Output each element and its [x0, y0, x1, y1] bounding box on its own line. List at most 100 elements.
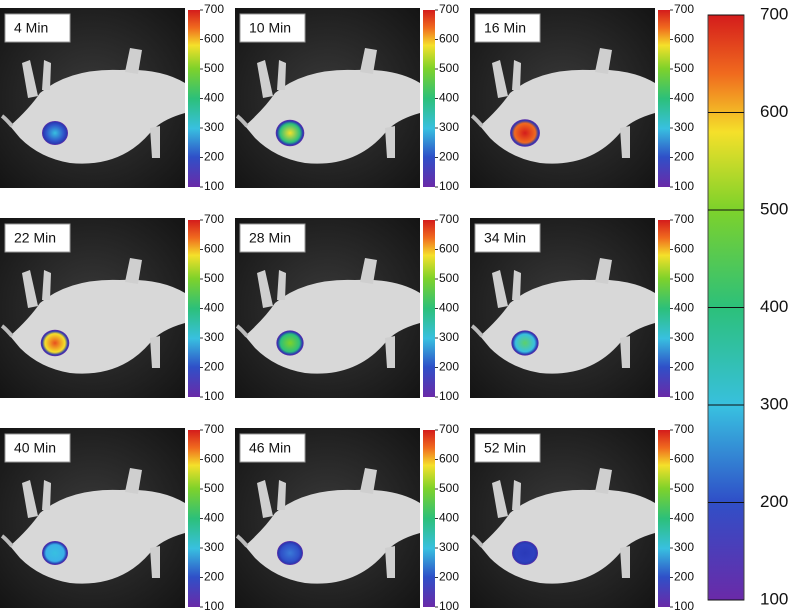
panel-label: 52 Min [484, 440, 526, 456]
colorbar-tick-label: 200 [204, 570, 224, 584]
panel-label: 22 Min [14, 230, 56, 246]
signal [42, 541, 68, 565]
colorbar [423, 10, 435, 187]
colorbar [188, 10, 200, 187]
signal [275, 119, 305, 147]
colorbar [188, 430, 200, 607]
colorbar-tick-label: 600 [674, 32, 694, 46]
large-colorbar-tick-label: 500 [760, 199, 788, 218]
panel-label: 4 Min [14, 20, 48, 36]
colorbar-tick-label: 200 [674, 570, 694, 584]
colorbar-tick-label: 100 [674, 179, 694, 193]
large-colorbar-tick-label: 700 [760, 4, 788, 23]
label-box [474, 13, 541, 43]
mouse-leg [360, 258, 395, 368]
colorbar-tick-label: 200 [439, 360, 459, 374]
label-box [4, 13, 71, 43]
large-colorbar-tick-label: 200 [760, 492, 788, 511]
colorbar-tick-label: 700 [674, 422, 694, 436]
panel: 52 Min 100 200 300 400 500 600 700 [470, 422, 694, 613]
label-box [239, 223, 306, 253]
colorbar-tick-label: 500 [674, 271, 694, 285]
colorbar [423, 220, 435, 397]
colorbar-tick-label: 500 [439, 61, 459, 75]
mouse-leg [257, 270, 286, 308]
colorbar-tick-label: 400 [439, 301, 459, 315]
label-box [239, 433, 306, 463]
large-colorbar-tick-label: 100 [760, 589, 788, 608]
mouse-tail [470, 114, 484, 128]
large-colorbar-tick-label: 600 [760, 102, 788, 121]
colorbar-tick-label: 300 [674, 330, 694, 344]
colorbar-tick-label: 100 [439, 389, 459, 403]
mouse-leg [360, 468, 395, 578]
colorbar-tick-label: 100 [204, 389, 224, 403]
colorbar-tick-label: 700 [204, 422, 224, 436]
mouse-leg [360, 48, 395, 158]
panel: 34 Min 100 200 300 400 500 600 700 [470, 212, 694, 403]
panel-label: 34 Min [484, 230, 526, 246]
colorbar-tick-label: 400 [204, 91, 224, 105]
large-colorbar-tick-label: 400 [760, 297, 788, 316]
colorbar-tick-label: 300 [439, 120, 459, 134]
mouse-tail [235, 324, 249, 338]
mouse-tail [235, 534, 249, 548]
mouse-leg [22, 480, 51, 518]
colorbar-tick-label: 500 [674, 481, 694, 495]
colorbar-tick-label: 200 [674, 360, 694, 374]
colorbar-tick-label: 700 [204, 2, 224, 16]
signal [276, 330, 304, 356]
colorbar-tick-label: 500 [204, 481, 224, 495]
colorbar-tick-label: 600 [674, 452, 694, 466]
signal [510, 119, 540, 147]
colorbar-tick-label: 400 [674, 511, 694, 525]
panel-label: 16 Min [484, 20, 526, 36]
panel: 28 Min 100 200 300 400 500 600 700 [235, 212, 459, 403]
colorbar-tick-label: 200 [204, 150, 224, 164]
colorbar-tick-label: 700 [439, 422, 459, 436]
signal [277, 541, 303, 565]
panel: 40 Min 100 200 300 400 500 600 700 [0, 422, 224, 613]
colorbar-tick-label: 600 [674, 242, 694, 256]
mouse-leg [492, 60, 521, 98]
colorbar-tick-label: 200 [674, 150, 694, 164]
colorbar-tick-label: 400 [204, 301, 224, 315]
colorbar-tick-label: 500 [439, 481, 459, 495]
colorbar-tick-label: 700 [204, 212, 224, 226]
mouse-leg [595, 468, 630, 578]
panel: 4 Min 100 200 300 400 500 600 700 [0, 2, 224, 193]
colorbar-tick-label: 100 [674, 599, 694, 611]
colorbar-tick-label: 600 [439, 32, 459, 46]
colorbar-tick-label: 300 [674, 120, 694, 134]
colorbar-tick-label: 300 [204, 120, 224, 134]
mouse-leg [22, 270, 51, 308]
colorbar-tick-label: 200 [439, 150, 459, 164]
mouse-leg [257, 60, 286, 98]
mouse-leg [125, 468, 160, 578]
colorbar-tick-label: 100 [204, 599, 224, 611]
panel: 10 Min 100 200 300 400 500 600 700 [235, 2, 459, 193]
colorbar-tick-label: 700 [439, 2, 459, 16]
colorbar-tick-label: 600 [204, 452, 224, 466]
colorbar-tick-label: 400 [674, 91, 694, 105]
label-box [4, 223, 71, 253]
colorbar-tick-label: 100 [439, 179, 459, 193]
colorbar-tick-label: 400 [674, 301, 694, 315]
label-box [4, 433, 71, 463]
colorbar-tick-label: 100 [204, 179, 224, 193]
mouse-tail [235, 114, 249, 128]
colorbar-tick-label: 700 [674, 212, 694, 226]
colorbar-tick-label: 500 [204, 61, 224, 75]
colorbar-tick-label: 200 [204, 360, 224, 374]
colorbar-tick-label: 100 [439, 599, 459, 611]
mouse-tail [470, 324, 484, 338]
colorbar-tick-label: 100 [674, 389, 694, 403]
colorbar-tick-label: 300 [204, 330, 224, 344]
panel-label: 10 Min [249, 20, 291, 36]
mouse-tail [470, 534, 484, 548]
colorbar-tick-label: 400 [204, 511, 224, 525]
panel-label: 40 Min [14, 440, 56, 456]
colorbar-tick-label: 300 [204, 540, 224, 554]
colorbar-tick-label: 400 [439, 511, 459, 525]
